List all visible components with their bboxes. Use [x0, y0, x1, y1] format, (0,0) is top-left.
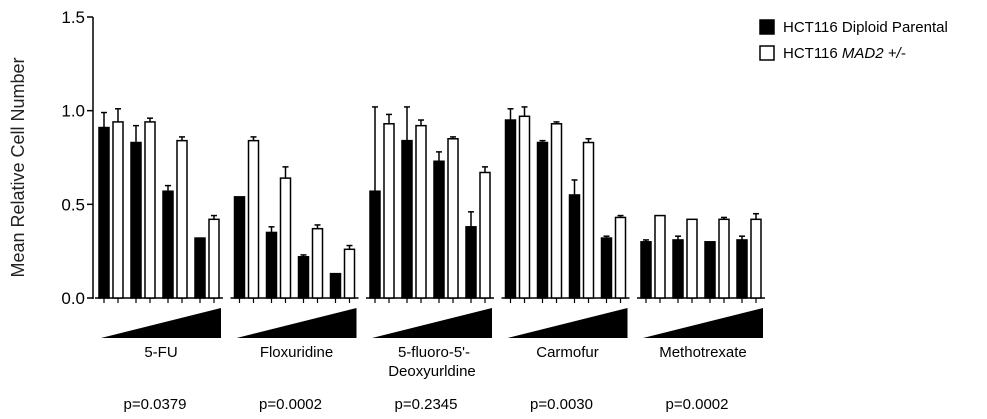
drug-label-0: 5-FU [144, 344, 177, 361]
concentration-wedge-1 [236, 308, 357, 338]
bar-mad2-2-1 [415, 124, 427, 299]
bar-parental-3-3 [600, 237, 613, 299]
bar-parental-0-0 [98, 126, 110, 299]
bar-mad2-1-0 [247, 139, 260, 299]
bar-mad2-3-1 [550, 123, 563, 299]
drug-label-4: Methotrexate [659, 344, 747, 361]
concentration-wedge-4 [643, 308, 763, 338]
bar-mad2-4-1 [686, 218, 698, 299]
y-tick-label-0: 0.0 [61, 289, 85, 308]
bar-mad2-0-1 [144, 121, 156, 299]
drug-label-3: Carmofur [536, 344, 599, 361]
bar-parental-2-2 [433, 160, 445, 299]
p-value-1: p=0.0002 [259, 396, 322, 413]
bar-parental-1-3 [329, 272, 342, 299]
concentration-wedge-3 [507, 308, 628, 338]
bar-parental-0-2 [162, 190, 174, 299]
drug-label-2-line-0: 5-fluoro-5'- [398, 344, 470, 361]
bar-parental-1-1 [265, 231, 278, 299]
bar-parental-2-0 [369, 190, 381, 299]
bar-parental-0-3 [194, 237, 206, 299]
bar-parental-4-0 [640, 241, 652, 299]
y-tick-label-3: 1.5 [61, 8, 85, 27]
y-tick-label-1: 0.5 [61, 195, 85, 214]
legend-label-1: HCT116 MAD2 +/- [783, 45, 906, 62]
y-tick-label-2: 1.0 [61, 102, 85, 121]
concentration-wedge-0 [101, 308, 221, 338]
bar-mad2-3-3 [614, 216, 627, 299]
bar-mad2-0-2 [176, 139, 188, 299]
bar-mad2-2-2 [447, 138, 459, 299]
bar-mad2-2-3 [479, 171, 491, 299]
drug-label-1: Floxuridine [260, 344, 333, 361]
concentration-wedge-2 [372, 308, 492, 338]
legend-swatch-1 [759, 45, 775, 61]
bar-mad2-0-0 [112, 121, 124, 299]
p-value-4: p=0.0002 [666, 396, 729, 413]
bar-parental-0-1 [130, 141, 142, 299]
bar-mad2-0-3 [208, 218, 220, 299]
bar-parental-4-2 [704, 241, 716, 299]
bar-mad2-4-3 [750, 218, 762, 299]
bar-mad2-2-0 [383, 123, 395, 299]
bar-parental-2-1 [401, 139, 413, 299]
bar-parental-3-1 [536, 141, 549, 299]
bar-mad2-3-2 [582, 141, 595, 299]
p-value-2: p=0.2345 [395, 396, 458, 413]
bar-parental-1-0 [233, 196, 246, 299]
bar-parental-2-3 [465, 226, 477, 299]
bar-mad2-4-2 [718, 218, 730, 299]
bar-parental-1-2 [297, 256, 310, 299]
bar-mad2-1-3 [343, 248, 356, 299]
p-value-0: p=0.0379 [124, 396, 187, 413]
bar-parental-3-2 [568, 194, 581, 299]
legend-swatch-0 [759, 19, 775, 35]
bar-mad2-3-0 [518, 115, 531, 299]
bar-parental-4-3 [736, 239, 748, 299]
drug-label-2-line-1: Deoxyurldine [388, 363, 476, 380]
legend-label-0: HCT116 Diploid Parental [783, 19, 948, 36]
y-axis-label: Mean Relative Cell Number [8, 57, 28, 277]
bar-mad2-1-1 [279, 177, 292, 299]
bar-mad2-1-2 [311, 227, 324, 299]
p-value-3: p=0.0030 [530, 396, 593, 413]
bar-parental-4-1 [672, 239, 684, 299]
bar-parental-3-0 [504, 119, 517, 299]
bar-mad2-4-0 [654, 214, 666, 299]
